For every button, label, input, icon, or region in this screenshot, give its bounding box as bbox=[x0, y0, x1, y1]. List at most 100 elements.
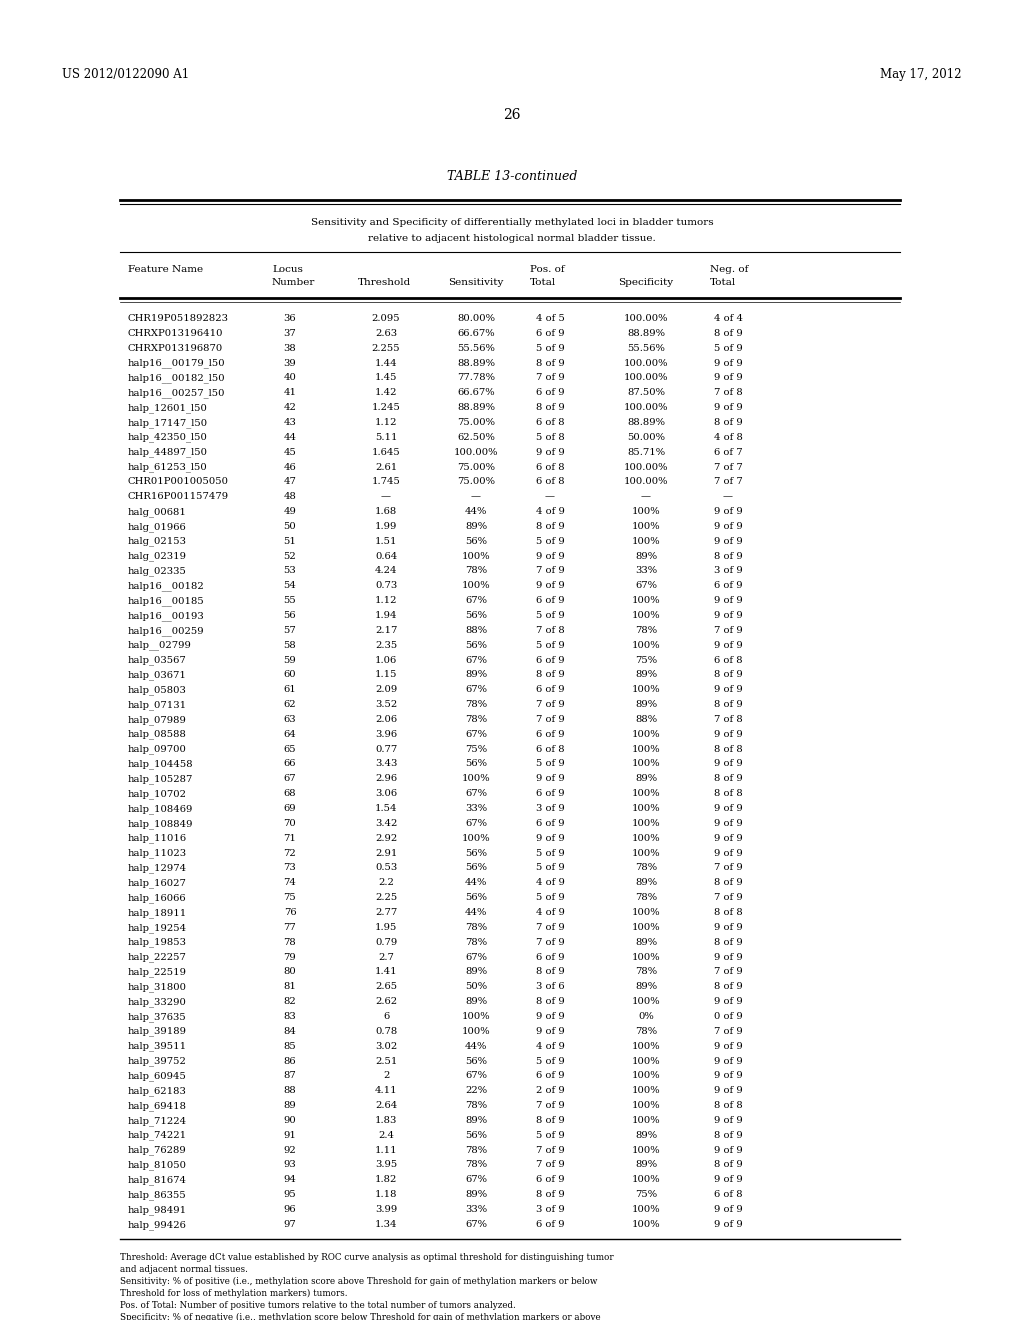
Text: halp_42350_l50: halp_42350_l50 bbox=[128, 433, 208, 442]
Text: 76: 76 bbox=[284, 908, 296, 917]
Text: 6 of 9: 6 of 9 bbox=[536, 1175, 564, 1184]
Text: halp_03671: halp_03671 bbox=[128, 671, 186, 680]
Text: 5 of 9: 5 of 9 bbox=[536, 1056, 564, 1065]
Text: 80.00%: 80.00% bbox=[457, 314, 495, 323]
Text: 78%: 78% bbox=[635, 626, 657, 635]
Text: 92: 92 bbox=[284, 1146, 296, 1155]
Text: 6 of 9: 6 of 9 bbox=[536, 1072, 564, 1080]
Text: Specificity: % of negative (i.e., methylation score below Threshold for gain of : Specificity: % of negative (i.e., methyl… bbox=[120, 1312, 601, 1320]
Text: 75%: 75% bbox=[635, 1191, 657, 1199]
Text: 7 of 8: 7 of 8 bbox=[714, 388, 742, 397]
Text: 100%: 100% bbox=[632, 759, 660, 768]
Text: 78%: 78% bbox=[465, 1101, 487, 1110]
Text: 89%: 89% bbox=[465, 968, 487, 977]
Text: 55.56%: 55.56% bbox=[457, 343, 495, 352]
Text: Sensitivity: % of positive (i.e., methylation score above Threshold for gain of : Sensitivity: % of positive (i.e., methyl… bbox=[120, 1276, 597, 1286]
Text: Threshold: Average dCt value established by ROC curve analysis as optimal thresh: Threshold: Average dCt value established… bbox=[120, 1253, 613, 1262]
Text: 75.00%: 75.00% bbox=[457, 478, 495, 486]
Text: 9 of 9: 9 of 9 bbox=[714, 521, 742, 531]
Text: 0%: 0% bbox=[638, 1012, 654, 1020]
Text: halp_12974: halp_12974 bbox=[128, 863, 187, 873]
Text: 75%: 75% bbox=[465, 744, 487, 754]
Text: 78%: 78% bbox=[465, 1160, 487, 1170]
Text: 8 of 9: 8 of 9 bbox=[536, 403, 564, 412]
Text: 51: 51 bbox=[284, 537, 296, 545]
Text: 9 of 9: 9 of 9 bbox=[714, 730, 742, 739]
Text: 8 of 8: 8 of 8 bbox=[714, 744, 742, 754]
Text: 100.00%: 100.00% bbox=[624, 374, 669, 383]
Text: Locus: Locus bbox=[272, 265, 303, 275]
Text: 9 of 9: 9 of 9 bbox=[536, 1027, 564, 1036]
Text: 6 of 7: 6 of 7 bbox=[714, 447, 742, 457]
Text: —: — bbox=[641, 492, 651, 502]
Text: 1.42: 1.42 bbox=[375, 388, 397, 397]
Text: halp_16066: halp_16066 bbox=[128, 894, 186, 903]
Text: 100%: 100% bbox=[462, 1027, 490, 1036]
Text: 4 of 9: 4 of 9 bbox=[536, 507, 564, 516]
Text: 8 of 9: 8 of 9 bbox=[714, 937, 742, 946]
Text: halp_105287: halp_105287 bbox=[128, 775, 194, 784]
Text: 7 of 7: 7 of 7 bbox=[714, 478, 742, 486]
Text: 66: 66 bbox=[284, 759, 296, 768]
Text: 2.255: 2.255 bbox=[372, 343, 400, 352]
Text: 54: 54 bbox=[284, 581, 296, 590]
Text: 50%: 50% bbox=[465, 982, 487, 991]
Text: 61: 61 bbox=[284, 685, 296, 694]
Text: 60: 60 bbox=[284, 671, 296, 680]
Text: halp_108469: halp_108469 bbox=[128, 804, 194, 813]
Text: 2.17: 2.17 bbox=[375, 626, 397, 635]
Text: 67%: 67% bbox=[465, 730, 487, 739]
Text: 89%: 89% bbox=[635, 878, 657, 887]
Text: —: — bbox=[545, 492, 555, 502]
Text: 2.63: 2.63 bbox=[375, 329, 397, 338]
Text: 44: 44 bbox=[284, 433, 297, 442]
Text: 7 of 7: 7 of 7 bbox=[714, 462, 742, 471]
Text: halp_17147_l50: halp_17147_l50 bbox=[128, 418, 208, 428]
Text: 3.42: 3.42 bbox=[375, 818, 397, 828]
Text: —: — bbox=[723, 492, 733, 502]
Text: 90: 90 bbox=[284, 1115, 296, 1125]
Text: 100%: 100% bbox=[632, 834, 660, 842]
Text: 0.78: 0.78 bbox=[375, 1027, 397, 1036]
Text: 79: 79 bbox=[284, 953, 296, 961]
Text: halp_19853: halp_19853 bbox=[128, 937, 187, 948]
Text: 56%: 56% bbox=[465, 849, 487, 858]
Text: halp_39752: halp_39752 bbox=[128, 1056, 186, 1067]
Text: 6 of 8: 6 of 8 bbox=[536, 418, 564, 426]
Text: halp_98491: halp_98491 bbox=[128, 1205, 187, 1214]
Text: 56%: 56% bbox=[465, 759, 487, 768]
Text: 8 of 9: 8 of 9 bbox=[714, 552, 742, 561]
Text: CHR16P001157479: CHR16P001157479 bbox=[128, 492, 229, 502]
Text: 8 of 9: 8 of 9 bbox=[714, 878, 742, 887]
Text: 3.06: 3.06 bbox=[375, 789, 397, 799]
Text: 100%: 100% bbox=[632, 1220, 660, 1229]
Text: halp_61253_l50: halp_61253_l50 bbox=[128, 462, 208, 473]
Text: 56%: 56% bbox=[465, 894, 487, 902]
Text: Total: Total bbox=[710, 279, 736, 286]
Text: 9 of 9: 9 of 9 bbox=[714, 1056, 742, 1065]
Text: halp_31800: halp_31800 bbox=[128, 982, 187, 991]
Text: 1.44: 1.44 bbox=[375, 359, 397, 367]
Text: 100.00%: 100.00% bbox=[624, 359, 669, 367]
Text: 81: 81 bbox=[284, 982, 296, 991]
Text: 55.56%: 55.56% bbox=[627, 343, 665, 352]
Text: 100%: 100% bbox=[632, 1115, 660, 1125]
Text: CHRXP013196870: CHRXP013196870 bbox=[128, 343, 223, 352]
Text: US 2012/0122090 A1: US 2012/0122090 A1 bbox=[62, 69, 189, 81]
Text: 82: 82 bbox=[284, 997, 296, 1006]
Text: Feature Name: Feature Name bbox=[128, 265, 203, 275]
Text: 63: 63 bbox=[284, 715, 296, 723]
Text: 9 of 9: 9 of 9 bbox=[714, 953, 742, 961]
Text: 4.11: 4.11 bbox=[375, 1086, 397, 1096]
Text: 6 of 9: 6 of 9 bbox=[536, 597, 564, 605]
Text: 56%: 56% bbox=[465, 1056, 487, 1065]
Text: 100%: 100% bbox=[632, 640, 660, 649]
Text: 2.51: 2.51 bbox=[375, 1056, 397, 1065]
Text: 6 of 9: 6 of 9 bbox=[536, 953, 564, 961]
Text: —: — bbox=[381, 492, 391, 502]
Text: 5 of 9: 5 of 9 bbox=[536, 849, 564, 858]
Text: 78%: 78% bbox=[465, 566, 487, 576]
Text: 89%: 89% bbox=[465, 1115, 487, 1125]
Text: 71: 71 bbox=[284, 834, 296, 842]
Text: 9 of 9: 9 of 9 bbox=[714, 997, 742, 1006]
